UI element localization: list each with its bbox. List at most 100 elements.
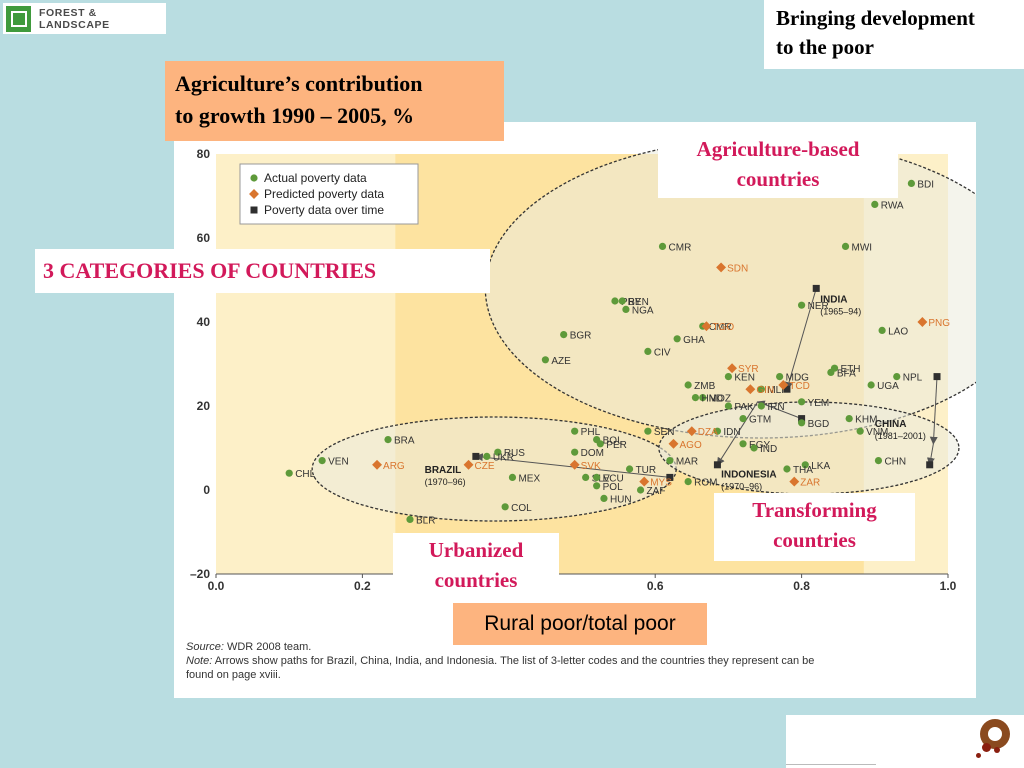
actual-point <box>724 373 733 381</box>
actual-point <box>625 465 634 473</box>
point-label: VNM <box>866 427 888 438</box>
point-label: GHA <box>683 335 705 346</box>
note-label: Note: <box>186 655 212 667</box>
point-label: RWA <box>881 200 904 211</box>
actual-point <box>867 381 875 389</box>
transforming-ellipse <box>658 401 960 495</box>
point-label: TGO <box>712 322 734 333</box>
actual-point <box>571 448 579 456</box>
point-label: BDI <box>917 179 934 190</box>
actual-point <box>596 440 604 448</box>
overtime-point <box>926 461 934 469</box>
actual-point <box>699 394 707 402</box>
point-label: BOL <box>603 436 623 447</box>
predicted-point <box>639 476 650 487</box>
point-label: CMR <box>669 242 692 253</box>
point-label: CHL <box>295 469 315 480</box>
point-label: BGR <box>570 331 592 342</box>
overtime-point <box>666 473 674 481</box>
y-tick-label: 20 <box>197 399 211 413</box>
point-label: COL <box>511 503 532 514</box>
actual-point <box>666 457 674 465</box>
point-label: ARG <box>383 461 405 472</box>
actual-point <box>636 486 645 494</box>
path-label: CHINA <box>875 419 907 430</box>
actual-point <box>673 335 681 343</box>
tagline-line1: Bringing development <box>776 6 975 30</box>
point-label: RUS <box>504 448 525 459</box>
path-label: BRAZIL <box>425 465 462 476</box>
point-label: ECU <box>603 473 624 484</box>
actual-point <box>783 465 791 473</box>
overtime-point <box>933 373 941 381</box>
predicted-point <box>716 262 727 273</box>
categories-heading: 3 CATEGORIES OF COUNTRIES <box>35 249 490 293</box>
x-tick-label: 0.0 <box>208 579 225 593</box>
actual-point <box>739 415 747 423</box>
agriculture-based-line1: Agriculture-based <box>696 137 860 161</box>
x-tick-label: 0.6 <box>647 579 664 593</box>
legend-marker-predicted <box>249 189 259 199</box>
actual-point <box>871 200 879 208</box>
path-sublabel: (1970–96) <box>721 481 762 491</box>
slide-title-line1: Agriculture’s contribution <box>175 71 423 96</box>
actual-point <box>644 347 652 355</box>
point-label: UKR <box>493 452 514 463</box>
actual-point <box>856 427 864 435</box>
point-label: CIV <box>654 347 671 358</box>
overtime-point <box>713 461 721 469</box>
predicted-point <box>701 321 712 332</box>
transforming-label: Transforming countries <box>714 493 915 561</box>
point-label: YEM <box>808 398 830 409</box>
path-sublabel: (1965–94) <box>820 306 861 316</box>
source-text: WDR 2008 team. <box>224 641 311 653</box>
point-label: VEN <box>328 457 349 468</box>
actual-point <box>571 427 579 435</box>
transforming-line1: Transforming <box>752 498 877 522</box>
footer-divider <box>786 764 876 765</box>
point-label: ETH <box>841 364 861 375</box>
actual-point <box>798 419 806 427</box>
y-tick-label: 0 <box>203 483 210 497</box>
predicted-point <box>789 476 800 487</box>
predicted-point <box>745 384 756 395</box>
point-label: NER <box>808 301 829 312</box>
point-label: PHL <box>581 427 601 438</box>
legend-label: Poverty data over time <box>264 203 384 217</box>
actual-point <box>798 301 806 309</box>
path-label: INDIA <box>820 294 847 305</box>
source-line: Source: WDR 2008 team. <box>186 641 311 653</box>
source-label: Source: <box>186 641 224 653</box>
point-label: HND <box>701 394 723 405</box>
actual-point <box>713 427 722 435</box>
point-label: IND <box>760 444 777 455</box>
overtime-point <box>783 385 791 393</box>
actual-point <box>593 473 601 481</box>
path-arrow <box>929 376 938 445</box>
predicted-point <box>668 438 679 449</box>
point-label: ZAF <box>647 486 666 497</box>
tagline-line2: to the poor <box>776 35 874 59</box>
actual-point <box>560 331 568 339</box>
actual-point <box>739 440 747 448</box>
point-label: CHN <box>884 457 906 468</box>
point-label: MAR <box>676 457 698 468</box>
agriculture-based-line2: countries <box>736 167 820 191</box>
actual-point <box>757 402 765 410</box>
note-line-2: found on page xviii. <box>186 669 281 681</box>
path-sublabel: (1970–96) <box>425 477 466 487</box>
y-tick-label: –20 <box>190 567 210 581</box>
point-label: TUR <box>636 465 657 476</box>
actual-point <box>494 448 502 456</box>
point-label: PRY <box>621 297 642 308</box>
point-label: LAO <box>888 326 908 337</box>
actual-point <box>750 444 758 452</box>
point-label: POL <box>603 482 623 493</box>
path-label: INDONESIA <box>721 469 777 480</box>
point-label: SYR <box>738 364 759 375</box>
actual-point <box>841 242 850 250</box>
tagline: Bringing development to the poor <box>764 0 1024 69</box>
legend-marker-overtime <box>250 206 258 214</box>
actual-point <box>845 415 853 423</box>
point-label: NPL <box>903 373 923 384</box>
